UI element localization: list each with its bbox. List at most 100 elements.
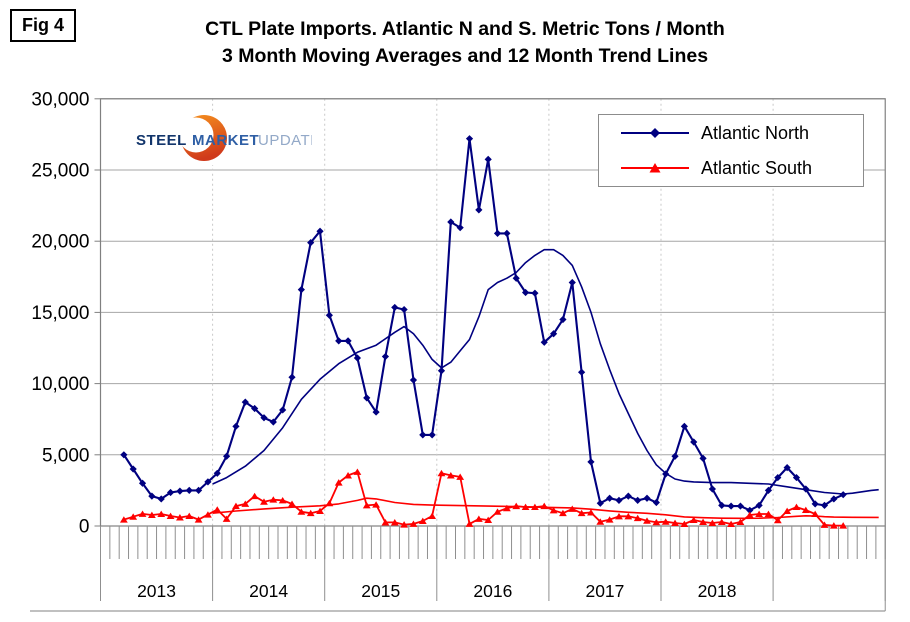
data-point-diamond [503,229,511,237]
data-point-diamond [549,330,558,338]
data-point-triangle [493,508,502,515]
data-point-diamond [316,227,324,235]
logo-word-steel: STEEL [136,132,187,149]
data-point-triangle [708,519,717,527]
data-point-diamond [783,464,791,472]
data-point-diamond [391,303,399,312]
data-point-diamond [288,373,296,381]
data-point-diamond [512,274,520,282]
legend-label-atlantic-north: Atlantic North [701,122,810,143]
data-point-diamond [335,337,343,345]
data-point-diamond [269,418,277,426]
data-point-diamond [447,218,455,226]
data-point-diamond [718,501,726,509]
data-point-diamond [148,492,156,500]
data-point-diamond [129,465,137,473]
logo-word-update: UPDATE [258,132,312,149]
data-point-triangle [727,520,735,528]
data-point-triangle [157,510,166,518]
data-point-diamond [568,278,576,287]
x-axis-year-label: 2014 [249,581,288,601]
data-point-diamond [372,408,380,416]
data-point-diamond [120,451,128,459]
data-point-diamond [736,502,745,510]
data-point-triangle [400,521,409,528]
logo-word-market: MARKET [192,132,259,149]
y-axis-tick-label: 25,000 [31,161,89,182]
data-point-diamond [437,367,446,375]
data-point-diamond [531,289,539,297]
data-point-diamond [213,469,221,477]
data-point-triangle [194,516,203,523]
data-point-triangle [269,496,278,503]
data-point-triangle [232,502,240,510]
data-point-triangle [811,510,820,518]
data-point-diamond [839,491,847,499]
data-point-diamond [465,135,474,143]
legend-item-atlantic-north: Atlantic North [619,123,809,143]
data-point-diamond [484,155,492,163]
data-point-triangle [474,515,483,522]
data-point-triangle [783,507,792,515]
data-point-triangle [568,505,577,512]
data-point-diamond [381,352,390,361]
data-point-triangle [437,469,446,477]
data-point-triangle [446,472,455,479]
x-axis-year-label: 2016 [473,581,512,601]
x-axis-year-label: 2013 [137,581,176,601]
data-point-triangle [129,513,138,520]
data-point-diamond [223,452,231,460]
data-point-diamond [409,376,418,384]
data-point-triangle [680,520,689,528]
triangle-marker-icon [649,163,661,173]
data-point-triangle [587,509,595,516]
data-point-triangle [549,506,558,514]
data-point-triangle [792,503,801,511]
y-axis-tick-label: 0 [79,517,90,538]
data-point-diamond [260,414,268,422]
figure-label: Fig 4 [10,9,77,42]
data-point-triangle [531,503,539,511]
data-point-triangle [250,492,259,500]
legend: Atlantic North Atlantic South [598,114,864,187]
data-point-triangle [615,512,623,520]
legend-swatch-south [621,163,689,173]
data-point-triangle [428,512,437,520]
data-point-triangle [773,516,782,524]
data-point-triangle [222,515,231,522]
data-point-triangle [661,518,670,525]
data-point-diamond [671,452,679,460]
data-point-diamond [363,394,371,402]
data-point-triangle [736,518,745,526]
data-point-diamond [578,368,586,376]
data-point-diamond [587,458,595,466]
data-point-triangle [176,514,184,521]
data-point-triangle [829,522,838,529]
data-point-triangle [325,499,334,507]
data-point-diamond [802,485,810,493]
data-point-triangle [671,519,679,527]
data-point-triangle [502,504,511,512]
data-point-triangle [409,520,418,527]
data-point-diamond [157,495,165,503]
legend-label-atlantic-south: Atlantic South [701,157,813,178]
data-point-triangle [288,500,296,507]
data-point-diamond [624,492,632,500]
x-axis-year-label: 2015 [361,581,400,601]
data-point-triangle [484,516,493,524]
data-point-diamond [251,404,259,413]
x-axis-year-label: 2017 [585,581,624,601]
data-point-triangle [362,501,371,509]
data-point-diamond [204,478,212,486]
y-axis-tick-label: 10,000 [31,374,89,395]
data-point-diamond [456,224,464,232]
y-axis-tick-label: 5,000 [42,445,90,466]
data-point-diamond [606,494,614,502]
data-point-diamond [279,406,287,414]
data-point-triangle [418,517,427,525]
data-point-diamond [746,506,754,514]
chart-title-line1: CTL Plate Imports. Atlantic N and S. Met… [205,18,725,40]
data-point-triangle [353,468,362,475]
y-axis-tick-label: 30,000 [31,89,89,110]
